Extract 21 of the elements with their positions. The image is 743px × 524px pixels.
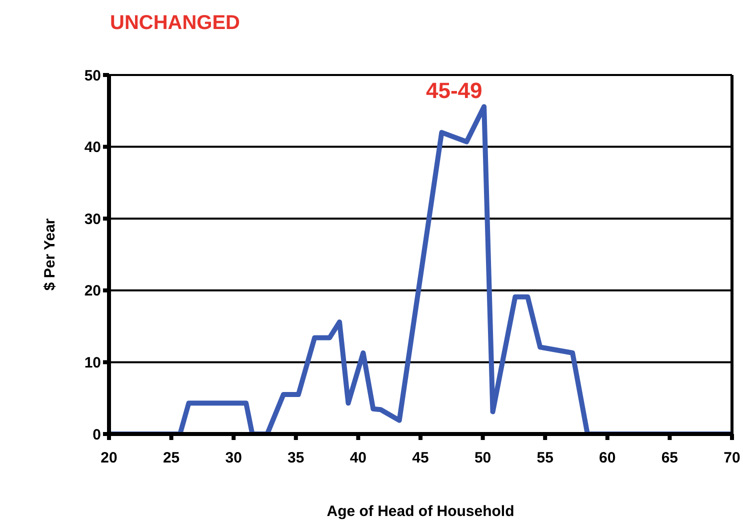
x-tick-label: 50: [474, 450, 492, 467]
x-tick-label: 20: [100, 450, 118, 467]
y-tick-label: 50: [84, 67, 101, 84]
chart-title: UNCHANGED: [110, 12, 240, 35]
x-axis-title: Age of Head of Household: [326, 503, 514, 520]
y-axis-title: $ Per Year: [41, 218, 58, 291]
y-tick-label: 0: [92, 426, 101, 444]
x-tick-label: 55: [536, 450, 554, 467]
y-tick-label: 10: [84, 354, 101, 372]
x-tick-label: 30: [225, 450, 242, 467]
y-tick-label: 20: [84, 282, 101, 300]
x-tick-label: 35: [288, 450, 304, 467]
x-tick-label: 70: [724, 450, 740, 467]
annotation: 45-49: [426, 78, 482, 104]
y-tick-label: 30: [84, 210, 101, 228]
x-tick-label: 25: [162, 450, 180, 467]
x-tick-label: 60: [599, 450, 616, 467]
x-tick-label: 45: [412, 450, 429, 467]
y-tick-label: 40: [84, 139, 101, 156]
x-tick-label: 40: [350, 450, 367, 467]
x-tick-label: 65: [661, 450, 678, 467]
